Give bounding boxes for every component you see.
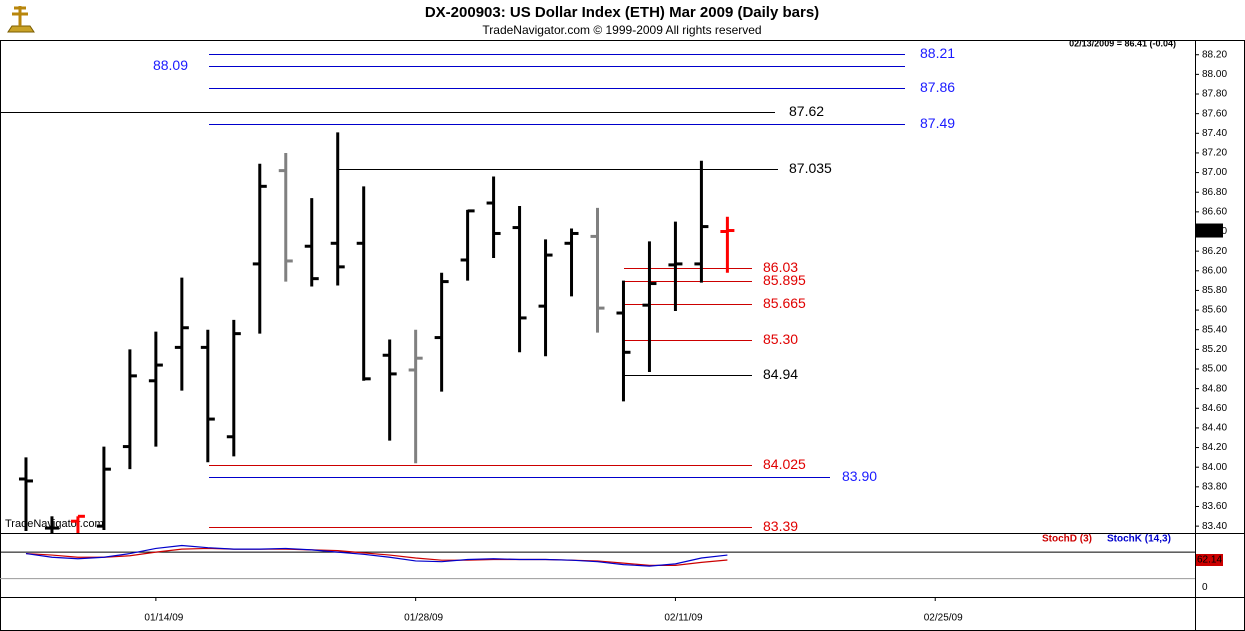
last-price-box xyxy=(1196,223,1223,238)
y-tick-label: 84.40 xyxy=(1202,423,1227,434)
y-tick-label: 88.20 xyxy=(1202,49,1227,60)
y-tick-label: 85.80 xyxy=(1202,285,1227,296)
y-tick-label: 83.60 xyxy=(1202,501,1227,512)
x-tick-label: 01/14/09 xyxy=(144,613,183,624)
legend-entry: StochK (14,3) xyxy=(1107,534,1171,545)
y-tick-label: 85.40 xyxy=(1202,324,1227,335)
y-tick-label: 84.80 xyxy=(1202,383,1227,394)
x-tick-label: 01/28/09 xyxy=(404,613,443,624)
bars xyxy=(18,132,735,533)
level-label: 83.39 xyxy=(763,518,798,534)
y-tick-label: 85.20 xyxy=(1202,344,1227,355)
level-label: 85.30 xyxy=(763,331,798,347)
y-tick-label: 85.00 xyxy=(1202,364,1227,375)
last-price-label: 86.41 xyxy=(1197,225,1222,236)
y-tick-label: 87.20 xyxy=(1202,148,1227,159)
level-label: 88.09 xyxy=(153,57,188,73)
y-tick-label: 84.00 xyxy=(1202,462,1227,473)
x-tick-label: 02/11/09 xyxy=(664,613,703,624)
y-tick-label: 87.60 xyxy=(1202,108,1227,119)
y-tick-label: 86.00 xyxy=(1202,265,1227,276)
level-label: 85.895 xyxy=(763,272,806,288)
y-tick-label: 86.80 xyxy=(1202,187,1227,198)
legend-entry: StochD (3) xyxy=(1042,534,1092,545)
stoch-line xyxy=(25,547,728,566)
y-tick-label: 0 xyxy=(1202,582,1208,593)
level-label: 83.90 xyxy=(842,468,877,484)
level-label: 87.62 xyxy=(789,103,824,119)
y-tick-label: 87.40 xyxy=(1202,128,1227,139)
level-label: 84.025 xyxy=(763,456,806,472)
chart-subtitle: TradeNavigator.com © 1999-2009 All right… xyxy=(482,23,761,37)
y-tick-label: 87.80 xyxy=(1202,89,1227,100)
level-label: 87.49 xyxy=(920,115,955,131)
y-tick-label: 85.60 xyxy=(1202,305,1227,316)
y-tick-label: 87.00 xyxy=(1202,167,1227,178)
price-info: 02/13/2009 = 86.41 (-0.04) xyxy=(1069,38,1176,48)
stoch-line xyxy=(25,544,728,567)
y-tick-label: 83.40 xyxy=(1202,521,1227,532)
x-tick-label: 02/25/09 xyxy=(924,613,963,624)
y-tick-label: 84.20 xyxy=(1202,442,1227,453)
y-tick-label: 86.20 xyxy=(1202,246,1227,257)
y-tick-label: 83.80 xyxy=(1202,481,1227,492)
chart-title: DX-200903: US Dollar Index (ETH) Mar 200… xyxy=(425,4,819,21)
level-label: 86.03 xyxy=(763,259,798,275)
level-label: 88.21 xyxy=(920,45,955,61)
last-value-box xyxy=(1196,553,1223,566)
y-tick-label: 88.00 xyxy=(1202,69,1227,80)
last-value-label: 62.14 xyxy=(1197,555,1222,566)
y-tick-label: 86.60 xyxy=(1202,207,1227,218)
logo xyxy=(7,6,35,33)
level-label: 87.86 xyxy=(920,79,955,95)
level-label: 87.035 xyxy=(789,160,832,176)
level-label: 84.94 xyxy=(763,366,798,382)
level-label: 85.665 xyxy=(763,295,806,311)
stoch-lines xyxy=(25,544,728,567)
y-tick-label: 84.60 xyxy=(1202,403,1227,414)
